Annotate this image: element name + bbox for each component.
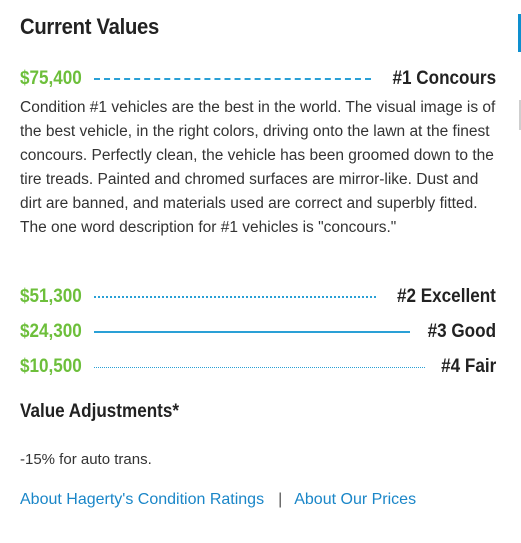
value-row-fair: $10,500 #4 Fair	[20, 355, 496, 379]
value-row-good: $24,300 #3 Good	[20, 320, 496, 344]
adjustment-item: -15% for auto trans.	[20, 451, 152, 468]
value-leader-line	[94, 78, 371, 80]
condition-label: #1 Concours	[392, 68, 496, 89]
value-amount: $24,300	[20, 321, 82, 342]
value-amount: $75,400	[20, 68, 82, 89]
value-amount: $10,500	[20, 356, 82, 377]
footer-links: About Hagerty's Condition Ratings | About …	[20, 491, 416, 509]
value-row-concours: $75,400 #1 Concours	[20, 67, 496, 91]
condition-ratings-link[interactable]: About Hagerty's Condition Ratings	[20, 491, 265, 508]
value-amount: $51,300	[20, 286, 82, 307]
edge-scroll-indicator	[519, 100, 521, 130]
condition-description: Condition #1 vehicles are the best in th…	[20, 99, 496, 236]
value-row-excellent: $51,300 #2 Excellent	[20, 285, 496, 309]
edge-accent-bar	[518, 14, 521, 52]
condition-label: #3 Good	[427, 321, 496, 342]
value-adjustments-title: Value Adjustments*	[20, 401, 180, 422]
section-title: Current Values	[20, 14, 160, 39]
value-leader-line	[94, 331, 410, 333]
our-prices-link[interactable]: About Our Prices	[294, 491, 417, 508]
condition-label: #2 Excellent	[397, 286, 496, 307]
condition-label: #4 Fair	[440, 356, 496, 377]
value-leader-line	[94, 296, 377, 298]
link-separator: |	[278, 491, 283, 508]
value-leader-line	[94, 366, 425, 368]
